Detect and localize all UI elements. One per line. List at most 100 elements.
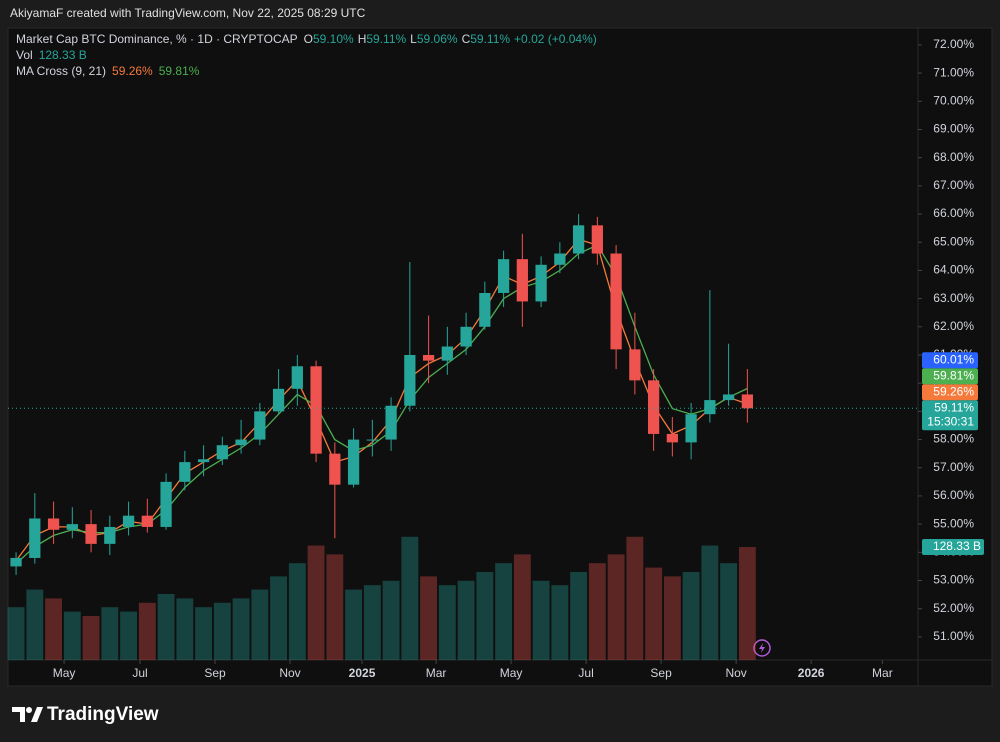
y-tick-label: 52.00% xyxy=(933,601,974,615)
candle-body xyxy=(366,439,378,441)
candle-body xyxy=(704,400,716,415)
candle-body xyxy=(329,453,341,485)
x-tick-label: May xyxy=(500,666,523,680)
candle-body xyxy=(216,445,228,460)
volume-bar xyxy=(382,580,400,660)
volume-bar xyxy=(607,554,625,660)
candle-body xyxy=(310,366,322,454)
y-tick-label: 65.00% xyxy=(933,234,974,248)
candle-body xyxy=(235,439,247,446)
brand-logo xyxy=(12,707,43,722)
x-tick-label: Jul xyxy=(578,666,593,680)
volume-bar xyxy=(288,563,306,660)
y-tick-label: 53.00% xyxy=(933,573,974,587)
x-tick-label: Jul xyxy=(132,666,147,680)
candle-body xyxy=(160,481,172,527)
y-tick-label: 56.00% xyxy=(933,488,974,502)
legend-volume-value: 128.33 B xyxy=(39,48,87,62)
x-tick-label: Mar xyxy=(872,666,893,680)
volume-bar xyxy=(307,545,325,660)
price-tag-label: 60.01% xyxy=(933,352,974,366)
candle-body xyxy=(197,459,210,463)
price-tag xyxy=(922,352,978,369)
candle-body xyxy=(629,349,641,381)
candle-body xyxy=(535,264,547,302)
legend-change: +0.02 (+0.04%) xyxy=(514,32,597,46)
y-tick-label: 66.00% xyxy=(933,206,974,220)
y-tick-label: 70.00% xyxy=(933,93,974,107)
price-tag-label: 59.26% xyxy=(933,384,974,398)
x-tick-label: Nov xyxy=(279,666,300,680)
x-tick-label: Sep xyxy=(204,666,226,680)
volume-bar xyxy=(120,611,138,660)
candle-body xyxy=(122,515,135,527)
candle-body xyxy=(422,354,435,361)
x-tick-label: Mar xyxy=(426,666,447,680)
volume-bar xyxy=(701,545,719,660)
volume-bar xyxy=(138,602,156,660)
volume-bar xyxy=(626,536,644,660)
volume-bar xyxy=(645,567,663,660)
candle-body xyxy=(554,253,566,265)
legend-ohlc-key: C xyxy=(462,32,471,46)
candle-body xyxy=(291,366,303,389)
candle-body xyxy=(722,394,735,401)
volume-bar xyxy=(738,547,756,660)
volume-bar xyxy=(176,598,194,660)
legend-row: MA Cross (9, 21) 59.26% 59.81% xyxy=(16,64,200,78)
x-tick-label: 2025 xyxy=(349,666,376,680)
legend-volume-name: Vol xyxy=(16,48,33,62)
legend-ohlc-value: 59.10% xyxy=(313,32,354,46)
candle-body xyxy=(479,292,491,327)
y-tick-label: 68.00% xyxy=(933,150,974,164)
price-tag-label: 59.81% xyxy=(933,368,974,382)
volume-bar xyxy=(82,615,100,660)
price-tag xyxy=(922,368,978,385)
candle-body xyxy=(647,380,660,434)
legend-ohlc-key: O xyxy=(304,32,313,46)
candle-body xyxy=(591,225,603,254)
volume-bar xyxy=(213,602,231,660)
volume-bar xyxy=(63,611,81,660)
candle-body xyxy=(460,326,472,347)
ma-line xyxy=(15,244,748,565)
volume-bar xyxy=(457,580,475,660)
y-tick-label: 69.00% xyxy=(933,122,974,136)
candle-body xyxy=(347,439,360,485)
candle-body xyxy=(254,411,266,440)
candle-body xyxy=(610,253,622,350)
legend-ma-slow: 59.81% xyxy=(159,64,200,78)
legend-ma-name: MA Cross (9, 21) xyxy=(16,64,106,78)
chart-pane xyxy=(7,27,993,687)
x-tick-label: 2026 xyxy=(798,666,825,680)
candle-body xyxy=(104,526,116,544)
legend-ohlc-value: 59.06% xyxy=(417,32,458,46)
brand-name: TradingView xyxy=(47,704,159,725)
price-tag-label: 59.11% xyxy=(934,400,974,414)
price-tag xyxy=(922,400,978,431)
event-icon xyxy=(753,639,771,657)
candle-body xyxy=(666,433,678,443)
y-tick-label: 71.00% xyxy=(933,65,974,79)
volume-bar xyxy=(532,580,550,660)
y-tick-label: 64.00% xyxy=(933,263,974,277)
volume-bar xyxy=(495,563,513,660)
volume-bar xyxy=(45,598,63,660)
y-tick-label: 62.00% xyxy=(933,319,974,333)
legend-ohlc-key: H xyxy=(358,32,367,46)
legend-ohlc-value: 59.11% xyxy=(366,32,406,46)
x-tick-label: Nov xyxy=(725,666,746,680)
candle-body xyxy=(272,388,285,412)
volume-bar xyxy=(251,589,269,660)
volume-bar xyxy=(326,554,344,660)
volume-bar xyxy=(232,598,250,660)
volume-tag xyxy=(922,539,984,556)
candle-body xyxy=(179,462,191,482)
volume-bar xyxy=(26,589,44,660)
volume-bar xyxy=(420,576,438,660)
candle-body xyxy=(47,518,60,530)
volume-bar xyxy=(663,576,681,660)
candle-body xyxy=(497,259,510,293)
legend-row: Vol 128.33 B xyxy=(16,48,87,62)
volume-bar xyxy=(438,585,456,660)
